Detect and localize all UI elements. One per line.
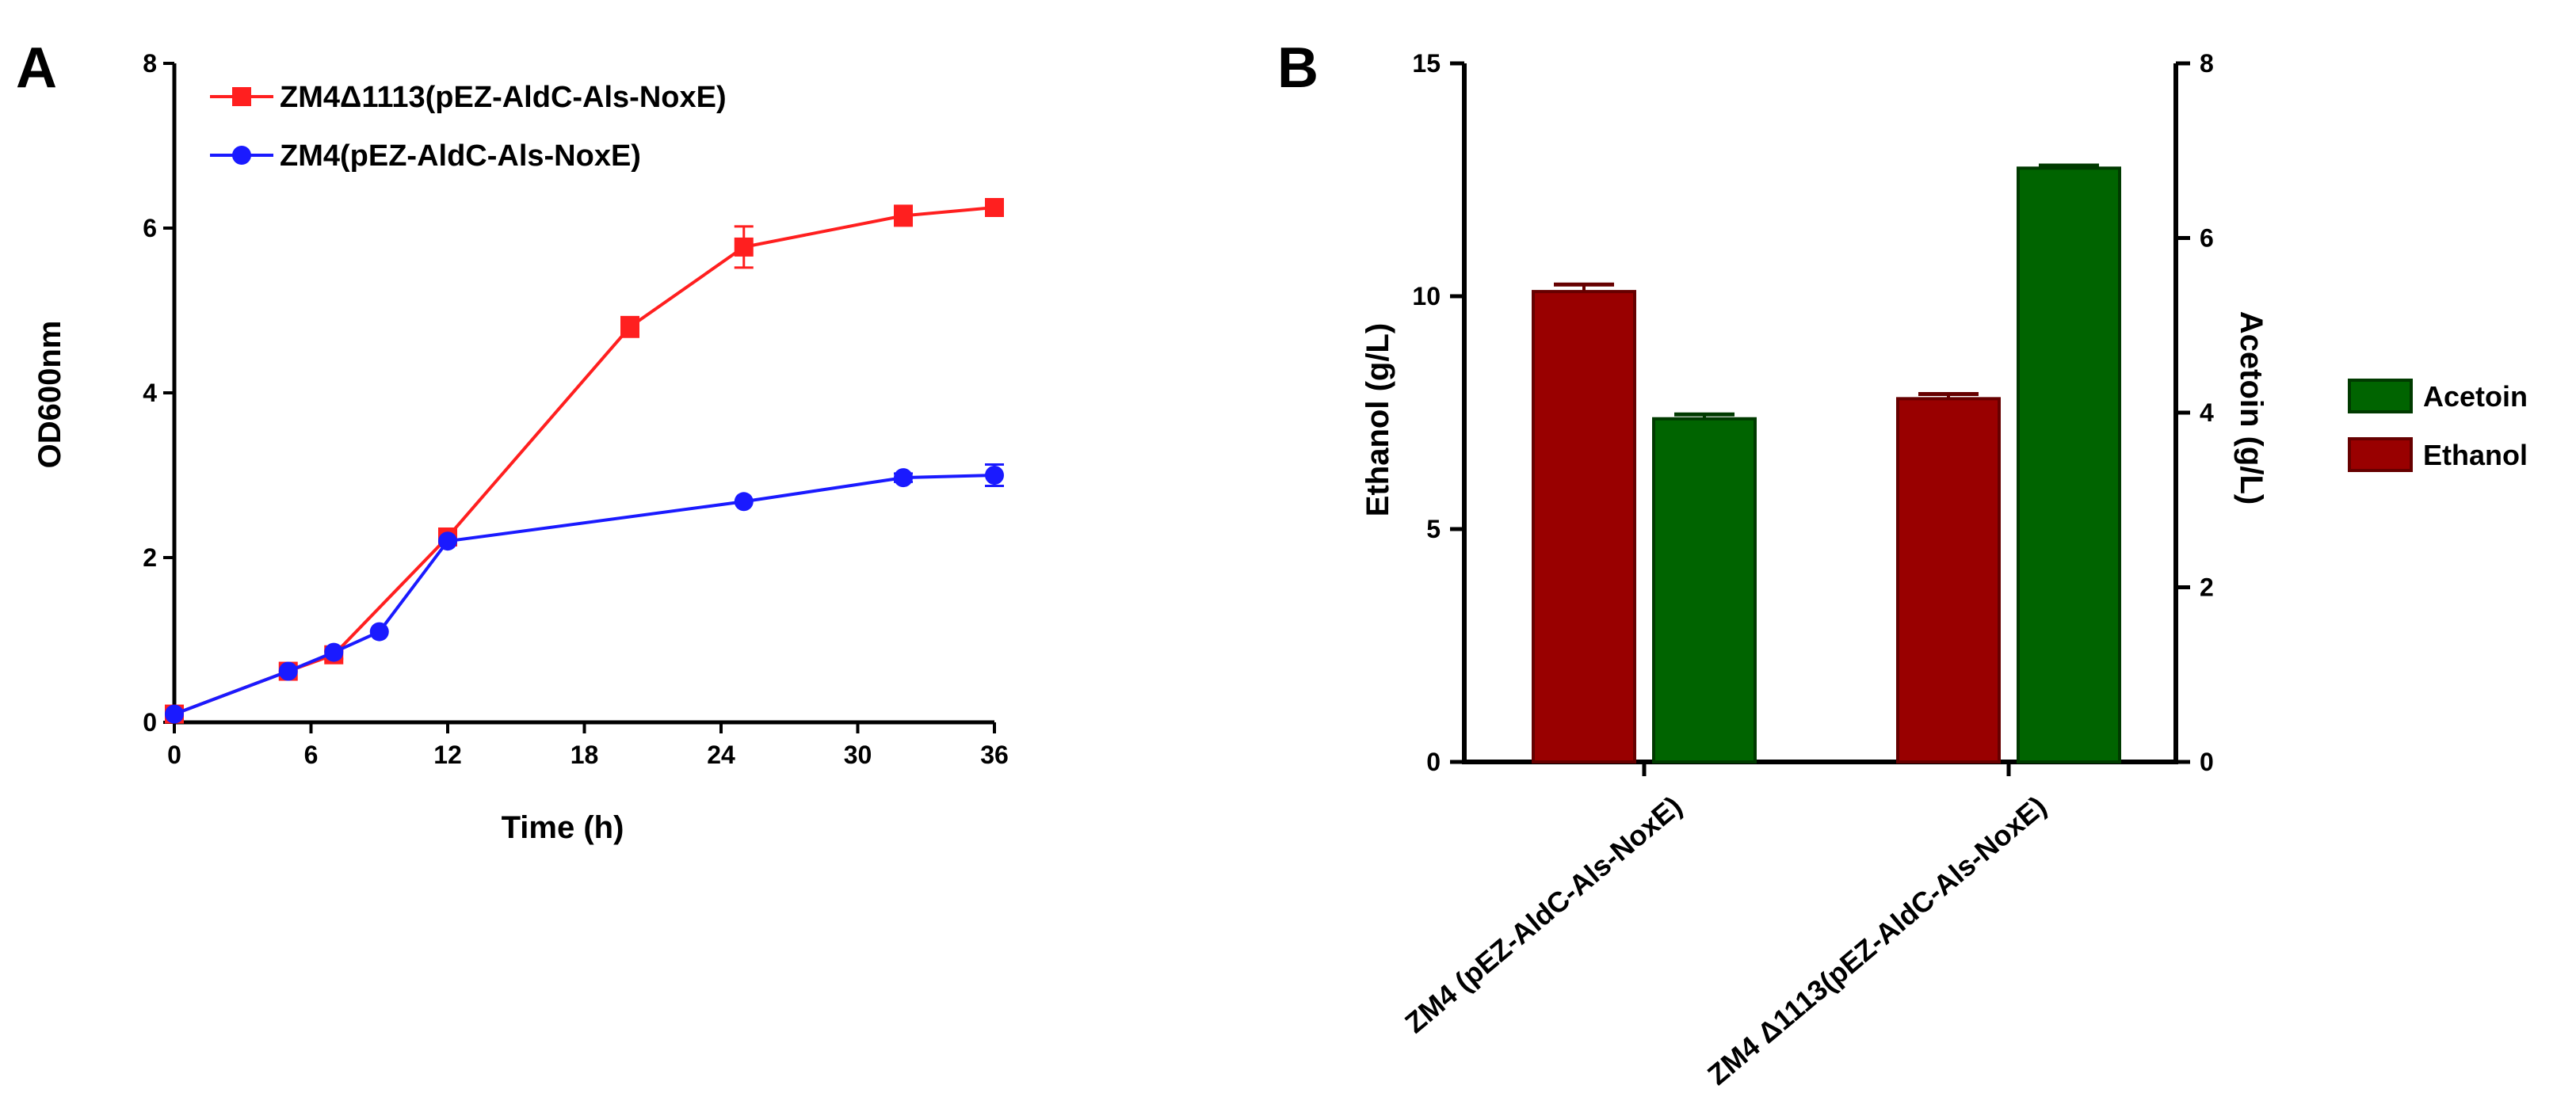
- panel-a-data-point: [369, 622, 389, 642]
- panel-b-legend-swatch: [2348, 379, 2413, 413]
- panel-b-legend-entry-ethanol: Ethanol: [2348, 437, 2528, 472]
- panel-a-y-axis-title: OD600nm: [32, 321, 67, 469]
- panel-a-x-tick-label: 30: [844, 741, 872, 769]
- panel-b-legend-entry-acetoin: Acetoin: [2348, 379, 2528, 413]
- panel-a-x-tick-label: 0: [167, 741, 181, 769]
- panel-a-x-tick-label: 24: [707, 741, 735, 769]
- panel-a-data-point: [438, 531, 457, 551]
- panel-b-label: B: [1277, 36, 1319, 100]
- panel-a-data-point: [734, 237, 754, 257]
- panel-a-data-point: [894, 206, 913, 226]
- panel-b-right-y-tick-label: 0: [2200, 748, 2214, 776]
- panel-b-legend-label: Acetoin: [2423, 380, 2528, 413]
- panel-b-bar-ethanol: [1896, 397, 2001, 764]
- panel-b-legend-swatch: [2348, 437, 2413, 472]
- panel-b-right-y-tick-label: 6: [2200, 224, 2214, 253]
- panel-a-x-tick-label: 12: [433, 741, 462, 769]
- panel-b-left-y-tick-label: 0: [1426, 748, 1441, 776]
- panel-a-data-point: [985, 198, 1004, 217]
- panel-b-left-y-tick-label: 10: [1412, 282, 1441, 310]
- panel-a-data-point: [734, 492, 754, 512]
- panel-a-y-tick-label: 2: [143, 543, 157, 572]
- panel-b-left-y-tick-label: 15: [1412, 49, 1441, 78]
- panel-a-data-point: [620, 317, 639, 337]
- panel-b-right-y-tick-label: 4: [2200, 398, 2214, 427]
- panel-a-legend-marker: [232, 87, 251, 106]
- panel-a-y-tick-label: 0: [143, 708, 157, 737]
- panel-b-right-y-axis-title: Acetoin (g/L): [2234, 311, 2269, 505]
- panel-a-data-point: [165, 704, 184, 724]
- panel-a-y-tick-label: 8: [143, 49, 157, 78]
- panel-a-legend-label: ZM4Δ1113(pEZ-AldC-Als-NoxE): [280, 81, 727, 114]
- panel-a-legend-label: ZM4(pEZ-AldC-Als-NoxE): [280, 139, 641, 173]
- panel-b-legend-label: Ethanol: [2423, 439, 2528, 471]
- panel-a-data-point: [894, 468, 913, 488]
- panel-a-y-tick-label: 4: [143, 379, 157, 407]
- panel-b-right-y-tick-label: 8: [2200, 49, 2214, 78]
- panel-b-bar-acetoin: [1652, 417, 1757, 764]
- panel-b-bar-group: [2017, 163, 2121, 764]
- panel-b-left-y-tick-label: 5: [1426, 515, 1441, 543]
- panel-a-data-point: [278, 661, 298, 681]
- panel-a-legend-entry-2: ZM4(pEZ-AldC-Als-NoxE): [210, 139, 641, 173]
- panel-a-data-point: [985, 466, 1004, 485]
- panel-b-bar-group: [1652, 412, 1757, 764]
- panel-a-x-tick-label: 6: [304, 741, 319, 769]
- panel-a-label: A: [16, 36, 57, 100]
- panel-b-right-y-tick-label: 2: [2200, 573, 2214, 602]
- panel-b-bar-acetoin: [2017, 166, 2121, 764]
- panel-a-y-tick-label: 6: [143, 214, 157, 242]
- panel-a-legend-marker: [232, 146, 251, 165]
- panel-b-left-y-axis-title: Ethanol (g/L): [1361, 323, 1395, 516]
- panel-a-x-tick-label: 18: [571, 741, 599, 769]
- panel-a-data-point: [324, 642, 344, 662]
- panel-b-bar-ethanol: [1532, 290, 1636, 764]
- panel-a-series: [165, 198, 1004, 724]
- panel-a-x-axis-title: Time (h): [502, 810, 624, 845]
- panel-a-legend-entry-1: ZM4Δ1113(pEZ-AldC-Als-NoxE): [210, 81, 727, 114]
- panel-b-bars: [1532, 163, 2121, 764]
- panel-a-legend: ZM4Δ1113(pEZ-AldC-Als-NoxE) ZM4(pEZ-AldC-…: [210, 81, 727, 173]
- panel-b-bar-group: [1532, 282, 1636, 764]
- panel-b-bar-group: [1896, 391, 2001, 764]
- panel-b-legend: Acetoin Ethanol: [2348, 379, 2528, 472]
- panel-a-x-tick-label: 36: [980, 741, 1009, 769]
- panel-a-series-2: [165, 463, 1004, 724]
